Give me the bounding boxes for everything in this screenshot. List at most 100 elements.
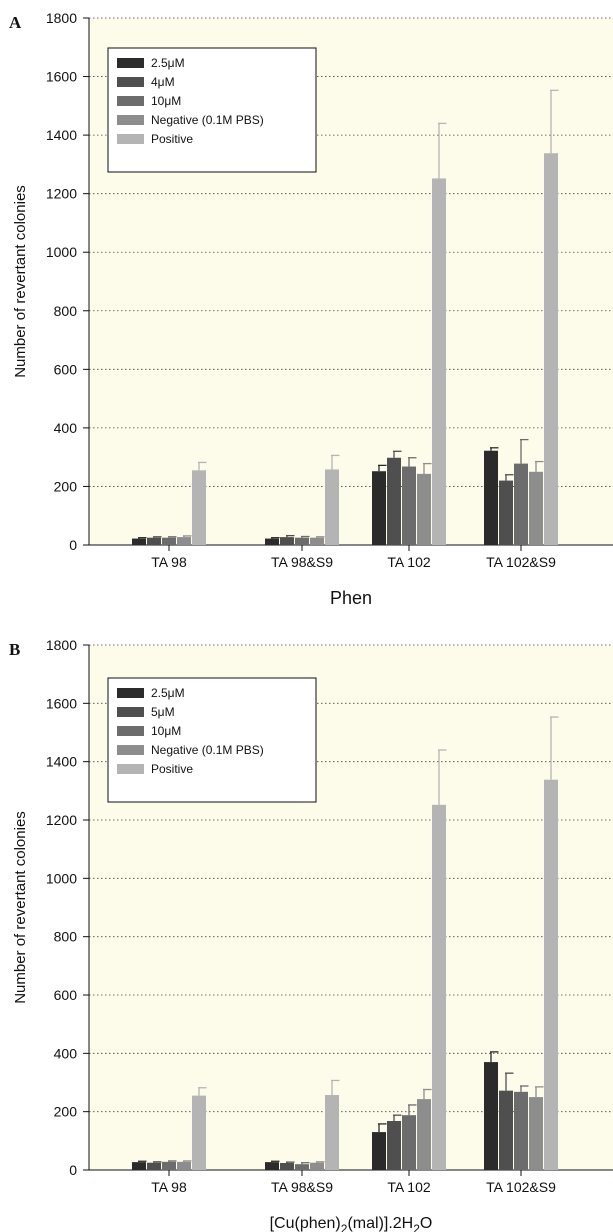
- x-axis-label: Phen: [330, 588, 372, 608]
- y-axis-label: Number of revertant colonies: [12, 185, 29, 378]
- y-tick-label: 600: [54, 361, 78, 377]
- y-tick-label: 800: [54, 303, 78, 319]
- bar-4-m: [499, 480, 513, 545]
- x-tick-label: TA 98: [151, 1179, 187, 1195]
- bar-10-m: [402, 1115, 416, 1170]
- bar-10-m: [162, 1161, 176, 1170]
- y-tick-label: 1200: [46, 186, 77, 202]
- legend-label: 5μM: [151, 705, 175, 719]
- legend-label: 4μM: [151, 75, 175, 89]
- legend-swatch: [117, 745, 144, 755]
- bar-10-m: [162, 537, 176, 545]
- bar-2-5-m: [265, 1162, 279, 1170]
- bar-10-m: [402, 466, 416, 545]
- legend-swatch: [117, 77, 144, 87]
- y-tick-label: 0: [69, 1162, 77, 1178]
- bar-2-5-m: [132, 538, 146, 545]
- legend-label: Negative (0.1M PBS): [151, 113, 264, 127]
- chart-panel-b: 0 200 400 600 800 1000 1200 1400 1600 1800 Number …: [9, 637, 613, 1232]
- y-tick-label: 0: [69, 537, 77, 553]
- bar-2-5-m: [132, 1162, 146, 1170]
- legend-label: Negative (0.1M PBS): [151, 743, 264, 757]
- x-tick-label: TA 102&S9: [486, 1179, 556, 1195]
- x-tick-label: TA 98: [151, 554, 187, 570]
- y-tick-label: 1800: [46, 10, 77, 26]
- legend-label: 2.5μM: [151, 56, 185, 70]
- x-axis-label-part: O: [420, 1215, 432, 1232]
- subscript: 2: [413, 1222, 420, 1232]
- legend-swatch: [117, 726, 144, 736]
- y-tick-label: 1200: [46, 812, 77, 828]
- bar-negative-0-1m-pbs-: [310, 1162, 324, 1170]
- y-tick-label: 1600: [46, 69, 77, 85]
- legend-label: 2.5μM: [151, 686, 185, 700]
- bar-negative-0-1m-pbs-: [310, 537, 324, 545]
- y-tick-label: 1800: [46, 637, 77, 653]
- legend-box: [107, 677, 317, 803]
- legend-label: 10μM: [151, 724, 181, 738]
- legend-label: Positive: [151, 132, 193, 146]
- legend-swatch: [117, 115, 144, 125]
- bar-5-m: [387, 1121, 401, 1170]
- bar-5-m: [499, 1090, 513, 1170]
- x-tick-label: TA 98&S9: [271, 554, 333, 570]
- bar-10-m: [514, 1091, 528, 1170]
- x-axis-label: [Cu(phen)2(mal)].2H2O: [270, 1215, 433, 1232]
- y-tick-label: 400: [54, 1045, 78, 1061]
- bar-negative-0-1m-pbs-: [417, 473, 431, 545]
- x-tick-label: TA 102: [387, 1179, 431, 1195]
- bar-positive: [544, 153, 558, 545]
- bar-positive: [432, 178, 446, 546]
- bar-positive: [192, 470, 206, 545]
- x-axis-label-part: (mal)].2H: [347, 1215, 413, 1232]
- legend-swatch: [117, 688, 144, 698]
- y-tick-label: 1000: [46, 870, 77, 886]
- chart-panel-a: 0 200 400 600 800 1000 1200 1400 1600 1800 Number …: [9, 10, 613, 608]
- y-tick-label: 800: [54, 929, 78, 945]
- bar-positive: [544, 779, 558, 1170]
- x-tick-label: TA 102: [387, 554, 431, 570]
- y-tick-label: 400: [54, 420, 78, 436]
- bar-negative-0-1m-pbs-: [177, 537, 191, 545]
- bar-negative-0-1m-pbs-: [529, 1097, 543, 1170]
- y-tick-label: 200: [54, 478, 78, 494]
- bar-5-m: [280, 1163, 294, 1170]
- panel-letter: A: [9, 13, 22, 32]
- y-tick-label: 600: [54, 987, 78, 1003]
- bar-4-m: [280, 537, 294, 545]
- legend: 2.5μM 4μM 10μM Negative (0.1M PBS) Positive: [107, 47, 317, 173]
- legend-swatch: [117, 707, 144, 717]
- bar-10-m: [514, 463, 528, 545]
- bar-positive: [192, 1095, 206, 1170]
- bar-negative-0-1m-pbs-: [417, 1099, 431, 1170]
- bar-4-m: [387, 457, 401, 545]
- y-axis-label: Number of revertant colonies: [12, 811, 29, 1004]
- bar-4-m: [147, 537, 161, 545]
- legend-swatch: [117, 764, 144, 774]
- x-axis-label-part: [Cu(phen): [270, 1215, 341, 1232]
- bar-10-m: [295, 1164, 309, 1170]
- x-tick-label: TA 98&S9: [271, 1179, 333, 1195]
- legend-box: [107, 47, 317, 173]
- bar-2-5-m: [484, 1062, 498, 1170]
- subscript: 2: [341, 1222, 348, 1232]
- bar-negative-0-1m-pbs-: [529, 471, 543, 545]
- panel-letter: B: [9, 640, 20, 659]
- bar-2-5-m: [372, 471, 386, 545]
- legend-swatch: [117, 134, 144, 144]
- bar-10-m: [295, 537, 309, 545]
- bar-2-5-m: [372, 1132, 386, 1170]
- x-tick-label: TA 102&S9: [486, 554, 556, 570]
- bar-positive: [325, 469, 339, 545]
- bar-negative-0-1m-pbs-: [177, 1161, 191, 1170]
- legend-swatch: [117, 58, 144, 68]
- y-tick-label: 200: [54, 1104, 78, 1120]
- bar-2-5-m: [265, 538, 279, 545]
- legend: 2.5μM 5μM 10μM Negative (0.1M PBS) Positive: [107, 677, 317, 803]
- legend-label: Positive: [151, 762, 193, 776]
- legend-label: 10μM: [151, 94, 181, 108]
- bar-positive: [432, 804, 446, 1170]
- y-tick-label: 1400: [46, 754, 77, 770]
- bar-5-m: [147, 1162, 161, 1170]
